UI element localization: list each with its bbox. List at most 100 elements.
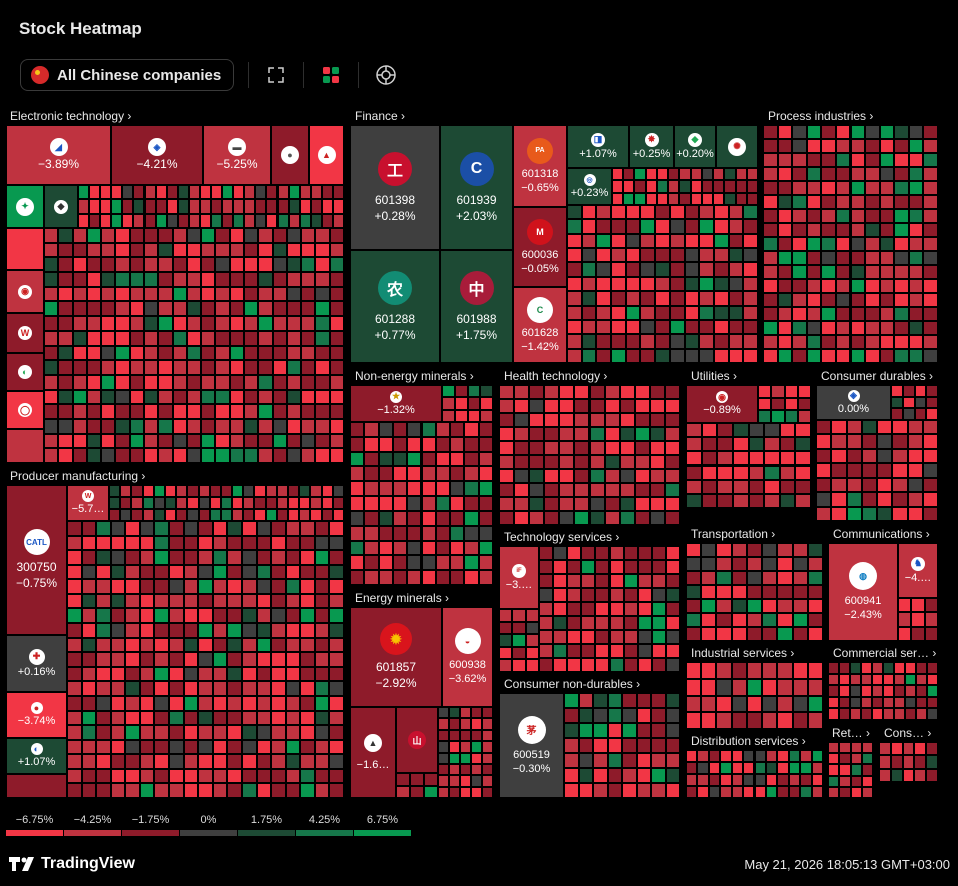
heatmap-cell[interactable] <box>686 627 702 641</box>
heatmap-cell[interactable] <box>129 242 144 258</box>
heatmap-cell[interactable] <box>243 497 255 509</box>
heatmap-cell[interactable] <box>764 423 780 438</box>
heatmap-cell[interactable] <box>686 678 702 696</box>
heatmap-cell[interactable] <box>227 579 242 594</box>
stock-tile[interactable]: ✹ 601857 −2.92% <box>350 607 442 707</box>
heatmap-cell[interactable] <box>922 420 938 435</box>
heatmap-cell[interactable] <box>665 630 680 644</box>
heatmap-cell[interactable] <box>139 768 155 784</box>
heatmap-cell[interactable] <box>229 301 244 317</box>
heatmap-cell[interactable] <box>879 335 895 349</box>
heatmap-cell[interactable] <box>233 185 245 200</box>
heatmap-cell[interactable] <box>589 469 605 483</box>
heatmap-cell[interactable] <box>839 742 851 754</box>
heatmap-cell[interactable] <box>201 360 216 375</box>
heatmap-cell[interactable] <box>784 385 798 398</box>
heatmap-cell[interactable] <box>177 185 189 200</box>
heatmap-cell[interactable] <box>115 404 130 419</box>
heatmap-cell[interactable] <box>186 360 202 375</box>
heatmap-cell[interactable] <box>142 497 154 509</box>
color-palette-icon[interactable] <box>318 62 344 88</box>
heatmap-cell[interactable] <box>125 681 140 696</box>
heatmap-cell[interactable] <box>850 223 866 237</box>
heatmap-cell[interactable] <box>332 185 344 200</box>
heatmap-cell[interactable] <box>701 678 717 696</box>
heatmap-cell[interactable] <box>559 427 575 441</box>
heatmap-cell[interactable] <box>271 550 286 565</box>
stock-tile[interactable]: ◍ 600941 −2.43% <box>828 543 898 641</box>
heatmap-cell[interactable] <box>713 233 729 249</box>
heatmap-cell[interactable] <box>125 695 140 711</box>
heatmap-cell[interactable] <box>329 360 344 375</box>
heatmap-cell[interactable] <box>407 570 422 585</box>
heatmap-cell[interactable] <box>241 725 257 740</box>
sector-label-industrial-services[interactable]: Industrial services › <box>691 646 795 660</box>
heatmap-cell[interactable] <box>758 397 772 411</box>
heatmap-cell[interactable] <box>258 301 273 317</box>
heatmap-cell[interactable] <box>101 418 116 434</box>
heatmap-cell[interactable] <box>797 397 811 411</box>
heatmap-cell[interactable] <box>169 521 184 536</box>
heatmap-cell[interactable] <box>72 257 87 273</box>
heatmap-cell[interactable] <box>578 768 593 783</box>
heatmap-cell[interactable] <box>923 293 938 307</box>
heatmap-cell[interactable] <box>158 418 173 434</box>
heatmap-cell[interactable] <box>169 710 184 726</box>
heatmap-cell[interactable] <box>499 646 513 660</box>
heatmap-cell[interactable] <box>158 433 173 449</box>
heatmap-cell[interactable] <box>300 521 315 536</box>
heatmap-cell[interactable] <box>655 334 670 349</box>
heatmap-cell[interactable] <box>894 293 909 307</box>
heatmap-cell[interactable] <box>255 213 267 228</box>
heatmap-cell[interactable] <box>514 469 530 483</box>
heatmap-cell[interactable] <box>777 750 789 762</box>
heatmap-cell[interactable] <box>865 349 880 363</box>
heatmap-cell[interactable] <box>668 168 680 181</box>
heatmap-cell[interactable] <box>154 637 170 653</box>
heatmap-cell[interactable] <box>514 413 530 427</box>
heatmap-cell[interactable] <box>101 433 116 449</box>
heatmap-cell[interactable] <box>792 599 808 613</box>
heatmap-cell[interactable] <box>482 707 493 719</box>
heatmap-cell[interactable] <box>435 525 451 541</box>
heatmap-cell[interactable] <box>763 209 778 223</box>
heatmap-cell[interactable] <box>110 564 126 580</box>
heatmap-cell[interactable] <box>686 557 702 571</box>
heatmap-cell[interactable] <box>877 420 893 435</box>
heatmap-cell[interactable] <box>800 786 812 798</box>
heatmap-cell[interactable] <box>669 305 685 320</box>
heatmap-cell[interactable] <box>924 598 938 613</box>
sector-label-consumer-durables[interactable]: Consumer durables › <box>821 369 934 383</box>
heatmap-cell[interactable] <box>120 509 132 521</box>
stock-tile[interactable]: ✺ <box>716 125 758 168</box>
heatmap-cell[interactable] <box>78 199 90 214</box>
heatmap-cell[interactable] <box>183 652 199 667</box>
heatmap-cell[interactable] <box>581 276 597 292</box>
heatmap-cell[interactable] <box>596 233 612 249</box>
heatmap-cell[interactable] <box>777 237 793 251</box>
heatmap-cell[interactable] <box>795 423 811 438</box>
heatmap-cell[interactable] <box>777 265 793 279</box>
heatmap-cell[interactable] <box>713 205 729 220</box>
heatmap-cell[interactable] <box>564 708 579 723</box>
heatmap-cell[interactable] <box>625 348 641 363</box>
heatmap-cell[interactable] <box>172 360 187 375</box>
heatmap-cell[interactable] <box>835 139 851 153</box>
heatmap-cell[interactable] <box>72 448 87 463</box>
heatmap-cell[interactable] <box>835 321 851 335</box>
heatmap-cell[interactable] <box>596 334 612 349</box>
heatmap-cell[interactable] <box>850 662 861 674</box>
heatmap-cell[interactable] <box>58 360 73 375</box>
heatmap-cell[interactable] <box>746 571 763 585</box>
heatmap-cell[interactable] <box>256 593 272 609</box>
heatmap-cell[interactable] <box>788 750 801 762</box>
heatmap-cell[interactable] <box>315 272 330 287</box>
stock-tile[interactable]: ✦ <box>6 185 44 228</box>
heatmap-cell[interactable] <box>212 550 228 565</box>
heatmap-cell[interactable] <box>686 662 702 679</box>
heatmap-cell[interactable] <box>172 272 187 287</box>
heatmap-cell[interactable] <box>350 510 365 526</box>
heatmap-cell[interactable] <box>286 404 302 419</box>
heatmap-cell[interactable] <box>227 681 242 696</box>
stock-tile[interactable]: PA 601318 −0.65% <box>513 125 567 207</box>
